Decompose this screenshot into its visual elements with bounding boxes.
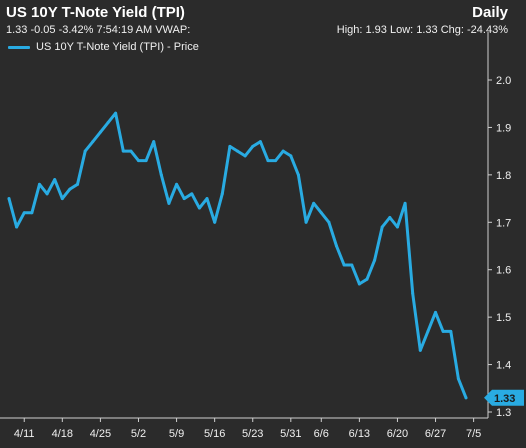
data-point	[22, 211, 26, 215]
last-value-tag	[484, 389, 524, 406]
series-line-price	[7, 111, 468, 400]
data-point	[30, 211, 34, 215]
data-point	[98, 130, 102, 134]
data-point	[335, 244, 339, 248]
x-tick-label: 5/2	[131, 428, 146, 440]
series-layer	[7, 111, 468, 400]
data-point	[373, 258, 377, 262]
x-tick-label: 4/25	[90, 428, 111, 440]
data-point	[152, 140, 156, 144]
last-value-label: 1.33	[494, 393, 515, 405]
legend-label: US 10Y T-Note Yield (TPI) - Price	[36, 41, 199, 53]
x-tick-label: 4/11	[14, 428, 35, 440]
data-point	[289, 154, 293, 158]
data-point	[266, 159, 270, 163]
data-point	[45, 192, 49, 196]
data-point	[350, 263, 354, 267]
data-point	[464, 396, 468, 400]
data-point	[365, 277, 369, 281]
data-point	[7, 197, 11, 201]
x-tick-label: 5/9	[169, 428, 184, 440]
data-point	[388, 216, 392, 220]
interval-label[interactable]: Daily	[472, 4, 508, 21]
data-point	[296, 173, 300, 177]
data-point	[190, 192, 194, 196]
y-tick-label: 1.9	[496, 122, 511, 134]
data-point	[76, 182, 80, 186]
x-tick-label: 6/13	[349, 428, 370, 440]
data-point	[251, 144, 255, 148]
x-tick-label: 5/31	[280, 428, 301, 440]
data-point	[395, 225, 399, 229]
data-point	[411, 291, 415, 295]
data-point	[304, 220, 308, 224]
data-point	[380, 225, 384, 229]
data-point	[236, 149, 239, 153]
data-point	[327, 220, 331, 224]
x-tick-label: 6/27	[425, 428, 446, 440]
y-tick-label: 1.4	[496, 360, 511, 372]
data-point	[434, 310, 438, 314]
last-value-marker: 1.33	[484, 389, 524, 406]
legend-swatch	[8, 45, 30, 49]
data-point	[342, 263, 346, 267]
data-point	[403, 201, 407, 205]
data-point	[357, 282, 361, 286]
data-point	[281, 149, 285, 153]
y-tick-label: 1.8	[496, 170, 511, 182]
data-point	[228, 144, 232, 148]
quote-summary: 1.33 -0.05 -3.42% 7:54:19 AM VWAP:	[6, 24, 191, 36]
y-tick-label: 1.6	[496, 265, 511, 277]
y-tick-label: 2.0	[496, 75, 511, 87]
data-point	[274, 159, 278, 163]
data-point	[91, 140, 95, 144]
y-tick-label: 1.7	[496, 217, 511, 229]
data-point	[68, 187, 72, 191]
legend: US 10Y T-Note Yield (TPI) - Price	[8, 41, 199, 53]
data-point	[83, 149, 87, 153]
data-point	[159, 173, 163, 177]
data-point	[258, 140, 262, 144]
data-point	[441, 329, 445, 333]
x-tick-label: 6/6	[314, 428, 329, 440]
data-point	[144, 159, 148, 163]
data-point	[426, 329, 430, 333]
data-point	[418, 348, 422, 352]
data-point	[53, 178, 57, 182]
stats-summary: High: 1.93 Low: 1.33 Chg: -24.43%	[336, 24, 508, 36]
data-point	[449, 329, 453, 333]
x-tick-label: 7/5	[466, 428, 481, 440]
y-tick-label: 1.3	[496, 407, 511, 419]
data-point	[213, 220, 217, 224]
data-point	[167, 201, 171, 205]
data-point	[175, 182, 179, 186]
data-point	[37, 182, 41, 186]
data-point	[136, 159, 140, 163]
data-point	[197, 206, 201, 210]
y-tick-label: 1.5	[496, 312, 511, 324]
data-point	[60, 197, 64, 201]
y-axis: 2.0 1.9 1.8 1.7 1.6 1.5 1.4 1.3	[487, 32, 511, 419]
chart-title: US 10Y T-Note Yield (TPI)	[6, 4, 185, 21]
data-point	[319, 211, 323, 215]
data-point	[114, 111, 118, 115]
data-point	[456, 377, 460, 381]
data-point	[220, 192, 224, 196]
data-point	[106, 121, 110, 125]
x-tick-label: 5/23	[242, 428, 263, 440]
data-point	[182, 197, 186, 201]
x-tick-label: 6/20	[387, 428, 408, 440]
data-point	[129, 149, 133, 153]
data-point	[121, 149, 125, 153]
data-point	[312, 201, 316, 205]
data-point	[243, 154, 247, 158]
x-axis: 4/11 4/18 4/25 5/2 5/9 5/16 5/23 5/31 6/6 6/13 6/2…	[0, 417, 488, 440]
data-point	[15, 225, 19, 229]
x-tick-label: 4/18	[52, 428, 73, 440]
data-point	[205, 197, 209, 201]
x-tick-label: 5/16	[204, 428, 225, 440]
